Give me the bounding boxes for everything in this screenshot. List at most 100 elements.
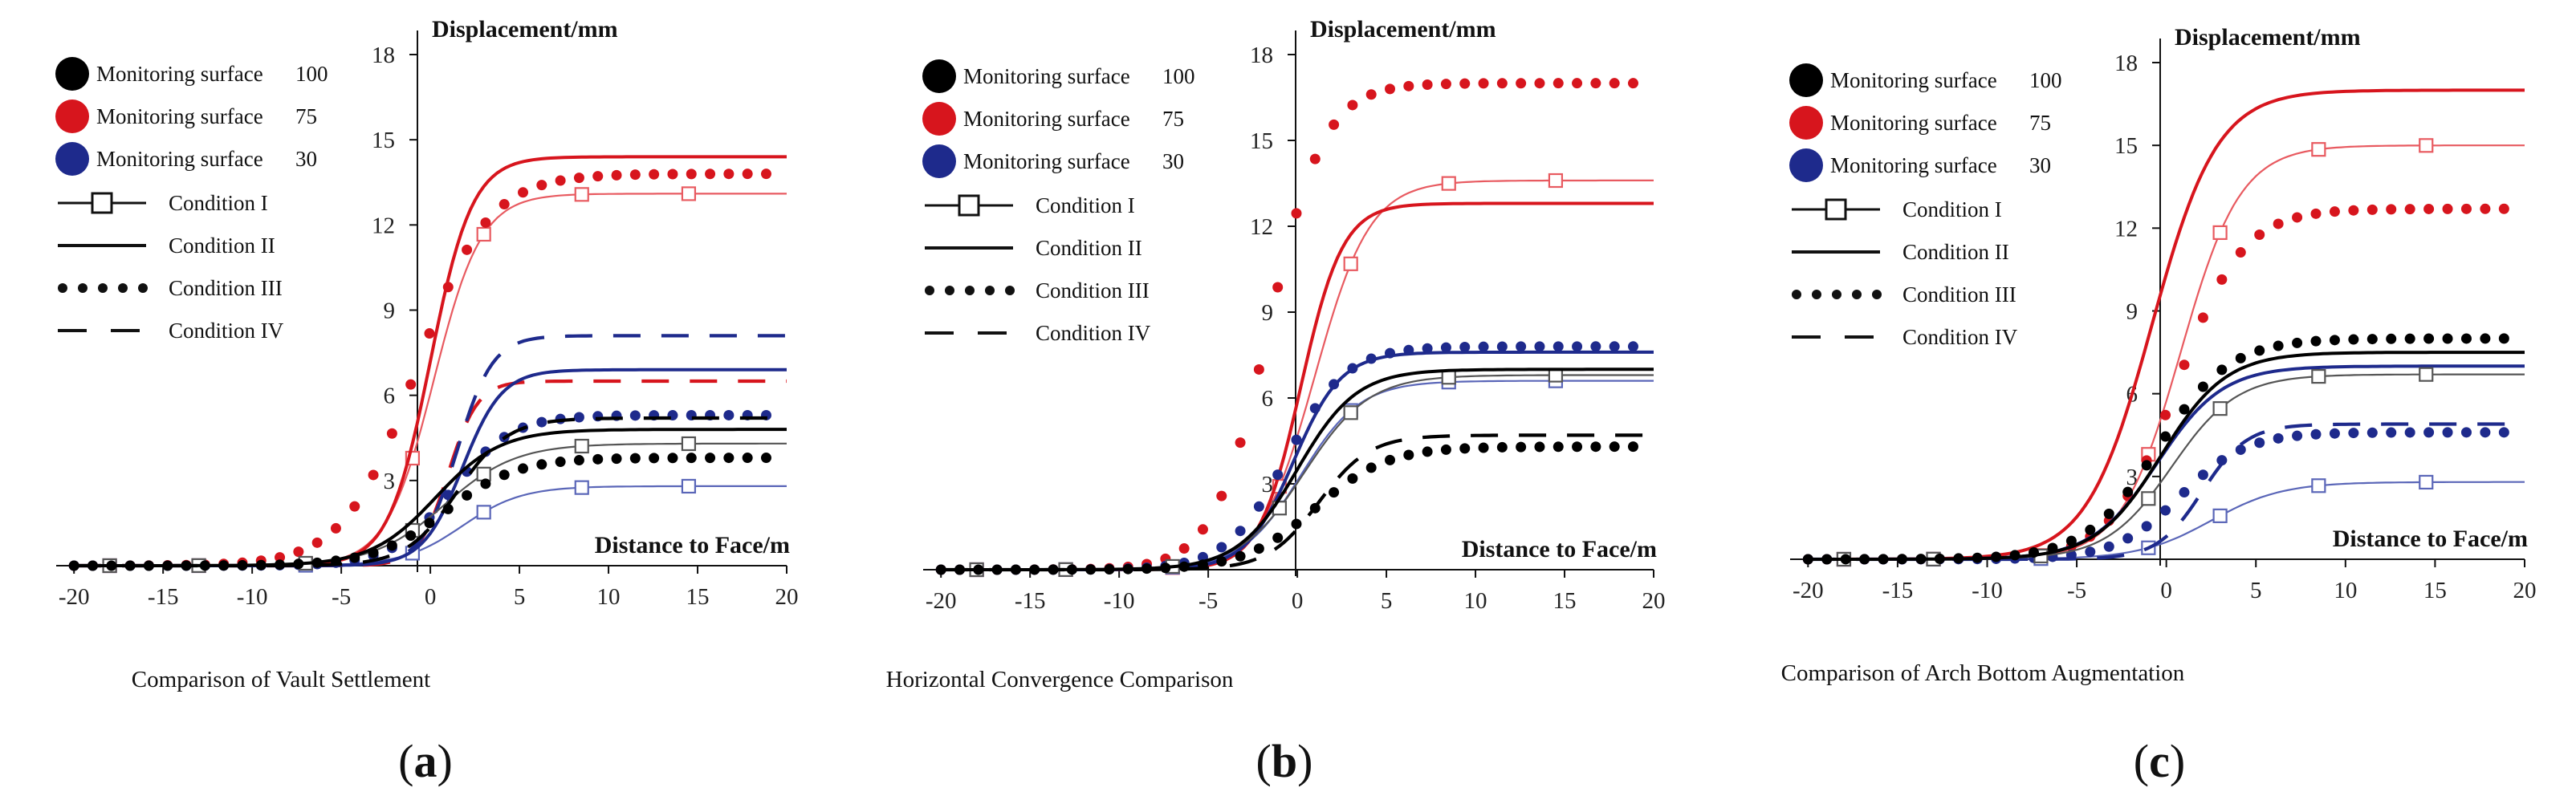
data-marker <box>2212 225 2228 241</box>
legend-value: 100 <box>1162 64 1195 88</box>
legend-item: Condition II <box>1792 240 2009 264</box>
data-point <box>536 416 547 428</box>
data-point <box>629 453 641 464</box>
data-point <box>311 537 323 548</box>
data-point <box>1859 554 1870 565</box>
y-tick-label: 6 <box>384 384 396 409</box>
data-marker <box>2311 369 2326 384</box>
data-point <box>2386 204 2397 215</box>
legend-value: 75 <box>295 104 317 128</box>
legend-label: Monitoring surface <box>963 149 1130 173</box>
data-point <box>1840 554 1851 565</box>
data-point <box>2273 432 2284 444</box>
data-point <box>1422 343 1433 354</box>
x-tick-label: -20 <box>59 584 90 610</box>
data-point <box>2442 427 2453 438</box>
series-100-condition-III <box>1802 333 2509 565</box>
data-point <box>1291 208 1302 219</box>
data-point <box>2103 541 2114 552</box>
data-point <box>424 328 435 339</box>
data-point <box>1347 363 1358 374</box>
legend-marker <box>985 286 995 295</box>
data-point <box>1365 89 1377 100</box>
data-point <box>592 171 604 182</box>
panel-c: Comparison of Arch Bottom Augmentation (… <box>1781 24 2537 787</box>
panel-label: (a) <box>398 735 453 787</box>
data-point <box>1309 403 1321 414</box>
data-point <box>1197 524 1208 535</box>
data-marker <box>681 186 697 201</box>
data-point <box>2480 333 2491 344</box>
y-tick-label: 15 <box>1250 128 1273 154</box>
legend-item: Condition I <box>58 191 268 215</box>
data-point <box>405 530 417 541</box>
data-point <box>2235 247 2246 258</box>
legend-marker <box>58 283 67 293</box>
data-point <box>2404 427 2415 438</box>
legend-label: Monitoring surface <box>1830 68 1997 92</box>
data-point <box>480 478 491 489</box>
legend-label: Monitoring surface <box>96 104 263 128</box>
data-point <box>1385 347 1396 359</box>
series-line <box>941 433 1654 572</box>
data-point <box>1385 83 1396 95</box>
panel-label: (c) <box>2134 735 2185 787</box>
data-point <box>162 560 173 571</box>
legend-marker <box>98 283 108 293</box>
data-point <box>2292 212 2303 223</box>
data-point <box>1385 454 1396 465</box>
data-point <box>1122 563 1133 575</box>
legend-label: Monitoring surface <box>963 107 1130 131</box>
data-point <box>405 379 417 390</box>
chart-title: Horizontal Convergence Comparison <box>886 667 1234 692</box>
data-point <box>667 169 678 180</box>
legend-item: Condition III <box>58 276 283 300</box>
data-point <box>2085 524 2096 535</box>
y-axis-title: Displacement/mm <box>432 16 618 43</box>
data-point <box>973 564 984 575</box>
y-tick-label: 6 <box>1262 386 1274 412</box>
data-point <box>2292 430 2303 441</box>
data-point <box>742 453 753 464</box>
legend-item: Condition I <box>1792 197 2002 221</box>
data-point <box>742 169 753 180</box>
x-tick-label: 15 <box>686 584 710 610</box>
panel-a: Comparison of Vault Settlement (a) -20 -1… <box>55 16 799 787</box>
y-tick-label: 3 <box>384 469 396 494</box>
y-tick-label: 18 <box>2114 51 2138 76</box>
data-point <box>723 169 735 180</box>
data-point <box>760 453 771 464</box>
series-100-condition-IV <box>941 433 1654 572</box>
data-point <box>1216 542 1227 553</box>
legend-item: Monitoring surface 75 <box>922 102 1184 136</box>
data-point <box>1516 341 1527 352</box>
legend-item: Condition IV <box>925 321 1151 345</box>
data-point <box>349 501 360 512</box>
data-point <box>462 244 473 255</box>
data-point <box>2366 334 2378 345</box>
data-point <box>536 180 547 191</box>
legend-label: Condition I <box>169 191 268 215</box>
data-point <box>349 552 360 563</box>
data-marker <box>2419 474 2434 490</box>
x-tick-label: 20 <box>1642 588 1666 614</box>
data-point <box>2498 333 2509 344</box>
data-point <box>1459 78 1471 89</box>
data-point <box>1291 434 1302 445</box>
legend-marker <box>958 194 980 217</box>
data-point <box>1496 78 1508 89</box>
data-point <box>2310 208 2322 219</box>
data-point <box>2310 335 2322 347</box>
x-axis-title: Distance to Face/m <box>2333 526 2528 552</box>
y-axis-title: Displacement/mm <box>1310 16 1496 43</box>
data-point <box>2348 428 2359 439</box>
data-point <box>386 540 397 551</box>
data-point <box>705 453 716 464</box>
data-point <box>2141 521 2152 532</box>
data-point <box>1253 501 1264 512</box>
data-point <box>518 187 529 198</box>
data-point <box>2273 340 2284 351</box>
data-point <box>686 169 697 180</box>
data-point <box>2216 274 2228 285</box>
